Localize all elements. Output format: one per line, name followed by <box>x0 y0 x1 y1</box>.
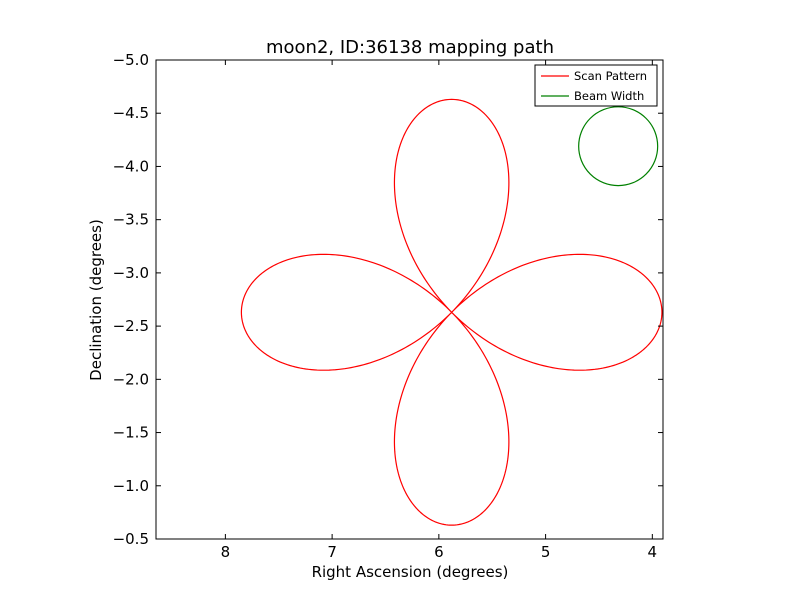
x-tick-label: 4 <box>648 543 658 561</box>
legend: Scan Pattern Beam Width <box>534 64 658 107</box>
y-tick-label: −3.0 <box>113 264 149 282</box>
x-tick-label: 6 <box>434 543 444 561</box>
beam-width-circle <box>578 106 659 187</box>
chart-title: moon2, ID:36138 mapping path <box>266 37 554 58</box>
y-tick-label: −1.5 <box>113 424 149 442</box>
y-tick-label: −2.5 <box>113 317 149 335</box>
legend-label-beam-width: Beam Width <box>574 89 644 103</box>
y-tick-label: −0.5 <box>113 530 149 548</box>
legend-box <box>534 64 658 107</box>
y-axis-label: Declination (degrees) <box>87 219 105 381</box>
y-tick-label: −3.5 <box>113 211 149 229</box>
y-tick-label: −1.0 <box>113 477 149 495</box>
series-layer <box>240 98 663 526</box>
x-tick-label: 5 <box>541 543 551 561</box>
plot-frame <box>155 59 664 540</box>
scan-pattern-line <box>240 98 663 526</box>
y-tick-label: −2.0 <box>113 370 149 388</box>
y-tick-label: −4.0 <box>113 157 149 175</box>
y-axis: −0.5 −1.0 −1.5 −2.0 −2.5 −3.0 −3.5 −4.0 −4.5 −5.0 <box>113 51 663 548</box>
y-tick-label: −5.0 <box>113 51 149 69</box>
x-axis: 8 7 6 5 4 <box>221 60 657 561</box>
y-tick-label: −4.5 <box>113 104 149 122</box>
x-tick-label: 7 <box>327 543 337 561</box>
x-axis-label: Right Ascension (degrees) <box>312 563 509 581</box>
legend-label-scan-pattern: Scan Pattern <box>574 69 647 83</box>
x-tick-label: 8 <box>221 543 231 561</box>
